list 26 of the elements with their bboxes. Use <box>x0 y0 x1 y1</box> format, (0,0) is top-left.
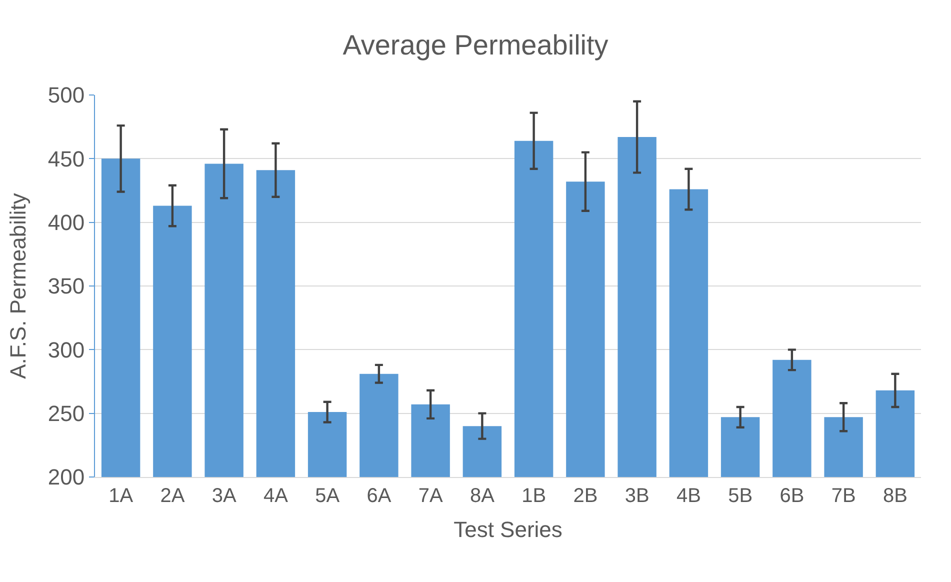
y-tick-label: 200 <box>48 464 85 490</box>
x-axis-title: Test Series <box>454 516 562 542</box>
y-tick-label: 400 <box>48 210 85 236</box>
x-tick-label: 7A <box>418 485 444 507</box>
x-tick-label: 6A <box>366 485 392 507</box>
y-axis-title: A.F.S. Permeability <box>6 193 31 379</box>
y-tick-label: 300 <box>48 337 85 362</box>
x-tick-label: 6B <box>780 485 804 507</box>
x-tick-label: 4B <box>676 485 701 507</box>
x-tick-label: 2A <box>160 485 186 507</box>
x-tick-label: 5B <box>728 485 753 507</box>
y-tick-label: 350 <box>48 274 85 299</box>
x-tick-label: 3B <box>624 485 650 507</box>
y-tick-label: 250 <box>48 401 85 426</box>
x-tick-label: 1A <box>108 485 134 507</box>
x-tick-label: 5A <box>315 485 340 507</box>
y-tick-label: 500 <box>48 82 85 108</box>
x-tick-label: 3A <box>212 485 237 507</box>
x-tick-label: 1B <box>522 485 546 507</box>
chart-title: Average Permeability <box>342 30 608 61</box>
y-tick-label: 450 <box>48 146 85 172</box>
x-tick-label: 4A <box>263 485 289 507</box>
x-tick-label: 7B <box>831 485 856 507</box>
x-tick-label: 2B <box>573 485 598 507</box>
x-tick-label: 8A <box>470 485 496 507</box>
x-tick-label: 8B <box>882 485 908 507</box>
